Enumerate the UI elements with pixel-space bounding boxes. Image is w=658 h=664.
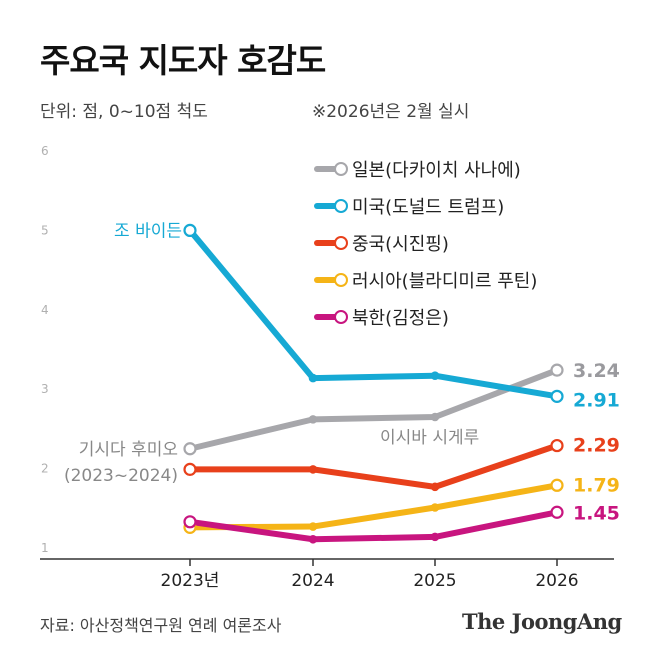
legend-swatch-north-korea bbox=[314, 309, 350, 324]
data-point bbox=[430, 412, 440, 422]
brand-logo: The JoongAng bbox=[462, 609, 622, 634]
series-line bbox=[187, 509, 560, 543]
data-point bbox=[550, 363, 564, 377]
end-value-label: 2.29 bbox=[573, 435, 620, 457]
y-tick-label: 1 bbox=[41, 541, 49, 555]
data-point bbox=[308, 465, 318, 474]
data-point bbox=[550, 438, 564, 453]
legend-item-russia: 러시아(블라디미르 푸틴) bbox=[314, 267, 537, 292]
data-point bbox=[550, 505, 564, 519]
data-point bbox=[550, 478, 564, 492]
legend-item-japan: 일본(다카이치 사나에) bbox=[314, 156, 537, 181]
y-tick-label: 2 bbox=[41, 462, 49, 476]
series-line bbox=[187, 227, 560, 400]
source-note: 자료: 아산정책연구원 연례 여론조사 bbox=[40, 616, 282, 635]
data-point bbox=[308, 415, 318, 424]
legend-swatch-usa bbox=[314, 198, 350, 213]
y-tick-label: 3 bbox=[41, 382, 49, 396]
legend-label-russia: 러시아(블라디미르 푸틴) bbox=[352, 270, 538, 292]
data-point bbox=[308, 522, 318, 531]
end-value-label: 3.24 bbox=[573, 360, 620, 382]
data-point bbox=[430, 532, 440, 542]
data-point bbox=[308, 373, 318, 383]
end-value-label: 1.79 bbox=[573, 474, 620, 496]
y-tick-label: 6 bbox=[41, 144, 49, 158]
data-point bbox=[430, 482, 440, 492]
series-line bbox=[187, 367, 560, 452]
legend-swatch-china bbox=[314, 235, 350, 250]
x-tick-label: 2024 bbox=[291, 571, 334, 591]
data-point bbox=[550, 389, 564, 403]
y-tick-label: 5 bbox=[41, 223, 49, 237]
legend: 일본(다카이치 사나에) 미국(도널드 트럼프) 중국(시진핑) 러시아(블라디… bbox=[314, 156, 537, 341]
x-tick-label: 2023년 bbox=[161, 571, 220, 591]
data-point bbox=[430, 371, 440, 381]
legend-label-north-korea: 북한(김정은) bbox=[352, 307, 449, 329]
annotation-label: 기시다 후미오 bbox=[79, 440, 178, 460]
series-line bbox=[187, 442, 560, 490]
annotation-label: 조 바이든 bbox=[114, 221, 182, 241]
data-point bbox=[183, 442, 197, 456]
legend-label-usa: 미국(도널드 트럼프) bbox=[352, 196, 505, 218]
series-line bbox=[187, 482, 560, 531]
end-value-label: 2.91 bbox=[573, 389, 620, 411]
data-point bbox=[308, 534, 318, 544]
unit-note: 단위: 점, 0~10점 척도 bbox=[40, 102, 208, 122]
legend-item-usa: 미국(도널드 트럼프) bbox=[314, 193, 537, 218]
data-point bbox=[183, 515, 197, 529]
x-tick-label: 2026 bbox=[535, 571, 578, 591]
annotation-label: (2023~2024) bbox=[64, 466, 178, 486]
annotation-label: 이시바 시게루 bbox=[380, 428, 479, 448]
chart-title: 주요국 지도자 호감도 bbox=[40, 41, 326, 80]
data-point bbox=[183, 462, 197, 476]
legend-label-china: 중국(시진핑) bbox=[352, 233, 449, 255]
y-tick-label: 4 bbox=[41, 303, 49, 317]
data-point bbox=[183, 223, 197, 237]
end-value-label: 1.45 bbox=[573, 502, 620, 524]
legend-swatch-japan bbox=[314, 161, 350, 176]
legend-item-north-korea: 북한(김정은) bbox=[314, 304, 537, 329]
survey-note: ※2026년은 2월 실시 bbox=[312, 102, 470, 122]
legend-label-japan: 일본(다카이치 사나에) bbox=[352, 159, 521, 181]
data-point bbox=[430, 503, 440, 512]
x-tick-label: 2025 bbox=[413, 571, 456, 591]
legend-swatch-russia bbox=[314, 272, 350, 287]
legend-item-china: 중국(시진핑) bbox=[314, 230, 537, 255]
